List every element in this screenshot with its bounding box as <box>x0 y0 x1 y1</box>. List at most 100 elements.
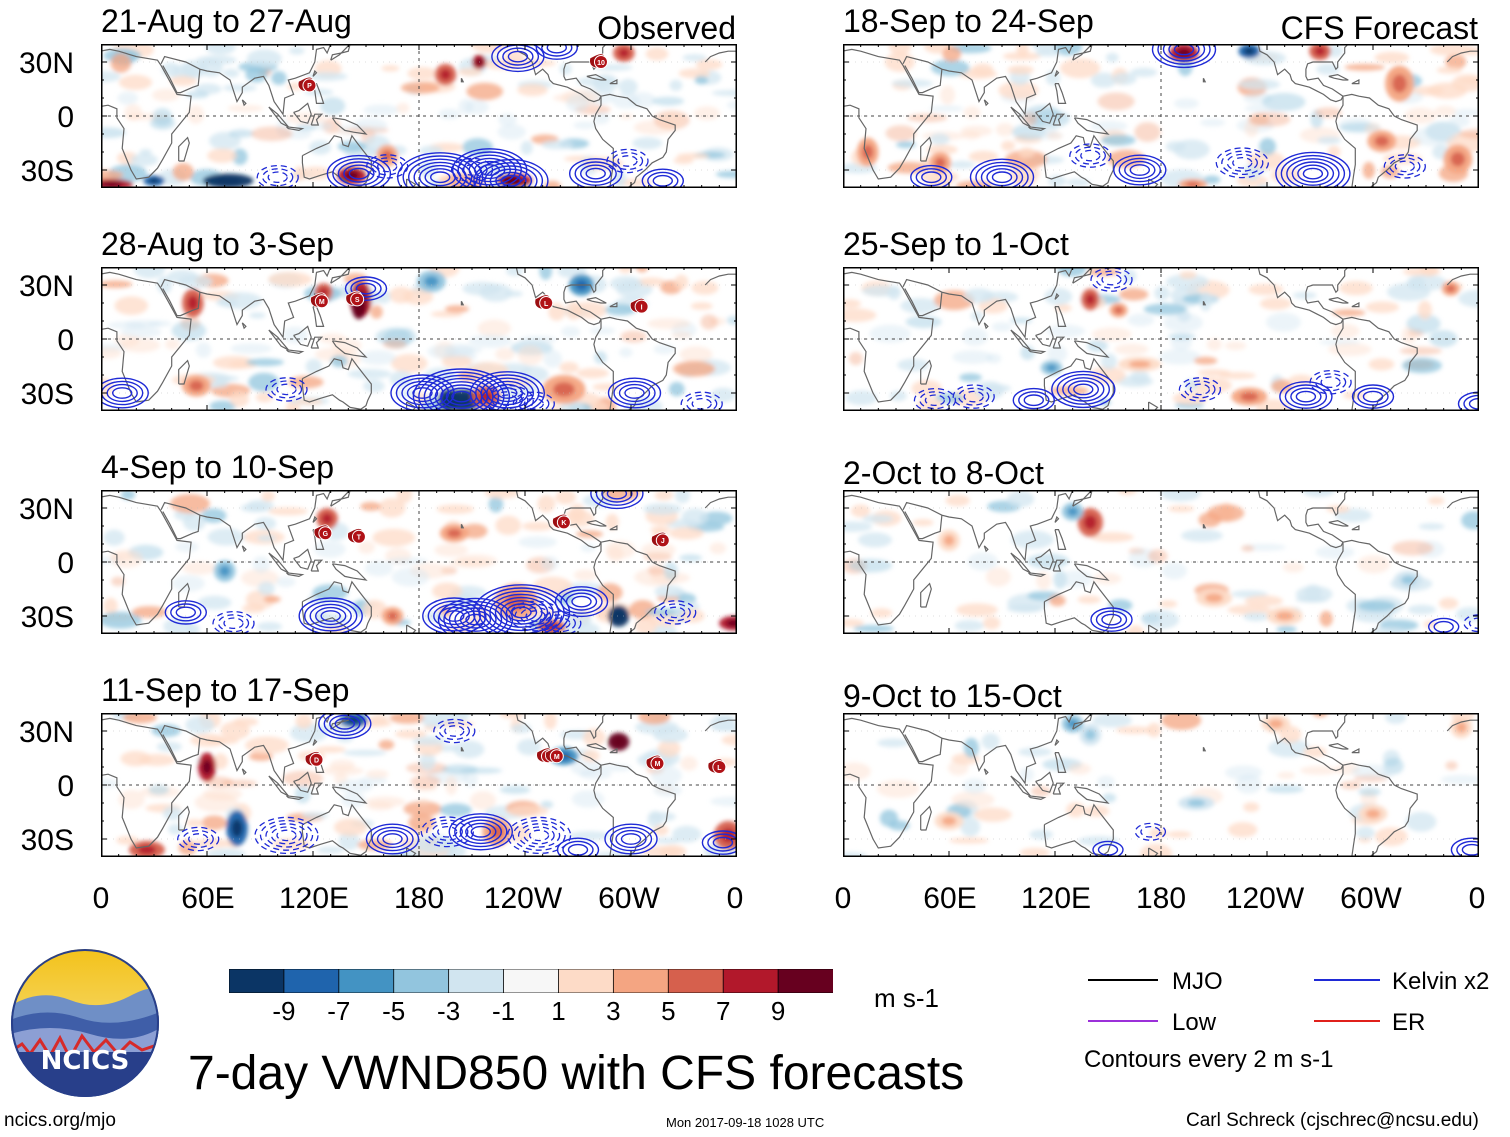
tropical-cyclone-marker-icon: L <box>534 294 554 310</box>
legend-label-low: Low <box>1172 1009 1217 1036</box>
lon-label-right-120e: 120E <box>1020 882 1092 915</box>
colorbar-tick-label: -5 <box>382 996 406 1026</box>
ncics-logo-icon <box>11 949 159 1097</box>
storm-label: S <box>355 297 360 304</box>
map-panel-cfs-4 <box>843 713 1479 857</box>
legend-line-low <box>1088 1020 1158 1022</box>
lon-label-left-180: 180 <box>393 882 445 915</box>
lon-label-right-180: 180 <box>1135 882 1187 915</box>
axis-ticks <box>843 267 1479 411</box>
storm-label: 10 <box>597 60 605 67</box>
kelvin-contours <box>256 44 684 188</box>
tropical-cyclone-marker-icon: J <box>651 531 670 548</box>
colorbar-tick-label: -1 <box>491 996 516 1026</box>
axis-ticks <box>843 713 1479 857</box>
colorbar-swatch <box>667 969 725 993</box>
colorbar-tick-label: -3 <box>437 996 461 1026</box>
axis-ticks <box>843 44 1479 188</box>
colorbar-tick-label: 9 <box>770 996 786 1026</box>
lon-label-right-60w: 60W <box>1340 882 1402 915</box>
storm-label: G <box>323 531 329 538</box>
panel-title-obs-2: 28-Aug to 3-Sep <box>101 226 335 262</box>
lat-label-row3-1: 0 <box>57 547 74 580</box>
colorbar-swatch <box>393 969 450 993</box>
lon-label-left-120e: 120E <box>278 882 350 915</box>
legend-label-er: ER <box>1392 1009 1426 1036</box>
storm-label: I <box>641 304 643 311</box>
storm-label: M <box>319 299 325 306</box>
kelvin-contours <box>164 490 697 634</box>
footer-author: Carl Schreck (cjschrec@ncsu.edu) <box>1186 1110 1479 1131</box>
storm-label: M <box>655 761 661 768</box>
legend-line-er <box>1314 1020 1380 1022</box>
lon-label-right-0: 0 <box>834 882 852 915</box>
lon-label-left-60e: 60E <box>181 882 235 915</box>
map-panel-cfs-1 <box>843 44 1479 188</box>
lat-label-row4-2: 30S <box>20 824 74 857</box>
map-panel-cfs-3 <box>843 490 1479 634</box>
panel-title-cfs-2: 25-Sep to 1-Oct <box>843 226 1069 262</box>
contour-note: Contours every 2 m s-1 <box>1084 1046 1334 1073</box>
main-title: 7-day VWND850 with CFS forecasts <box>188 1047 965 1100</box>
colorbar-tick-label: 3 <box>606 996 621 1026</box>
colorbar-tick-label: 1 <box>551 996 566 1026</box>
tropical-cyclone-marker-icon: S <box>345 290 365 307</box>
cfs-forecast-label: CFS Forecast <box>1280 10 1478 46</box>
logo-text: NCICS <box>40 1046 130 1076</box>
storm-label: T <box>357 535 362 542</box>
panel-title-cfs-4: 9-Oct to 15-Oct <box>843 678 1062 714</box>
coastlines <box>843 44 1479 188</box>
storm-label: J <box>661 538 665 545</box>
tropical-cyclone-marker-icon: M <box>645 754 665 771</box>
legend-label-kelvin: Kelvin x2 <box>1392 968 1490 995</box>
storm-label: M <box>554 754 560 761</box>
lat-label-row2-0: 30N <box>18 270 74 303</box>
lon-label-left-60w: 60W <box>598 882 660 915</box>
tropical-cyclone-marker-icon: G <box>313 524 333 541</box>
lon-label-right-120w: 120W <box>1225 882 1305 915</box>
tropical-cyclone-marker-icon: M <box>545 747 564 764</box>
coastlines <box>843 713 1479 857</box>
lon-label-left-120w: 120W <box>483 882 563 915</box>
footer-timestamp: Mon 2017-09-18 1028 UTC <box>666 1115 825 1130</box>
colorbar <box>229 969 833 993</box>
lat-label-row2-2: 30S <box>20 378 74 411</box>
lon-label-left-0-end: 0 <box>726 882 744 915</box>
coastlines <box>101 490 737 634</box>
footer-url[interactable]: ncics.org/mjo <box>4 1110 116 1131</box>
panel-title-obs-3: 4-Sep to 10-Sep <box>101 449 335 485</box>
anomaly-field <box>843 490 1479 634</box>
storm-label: P <box>307 83 312 90</box>
lat-label-row4-1: 0 <box>57 770 74 803</box>
storm-label: L <box>717 765 722 772</box>
lat-label-row3-2: 30S <box>20 601 74 634</box>
tropical-cyclone-marker-icon: I <box>629 297 649 314</box>
map-panel-obs-2: M S L I <box>101 267 737 411</box>
axis-ticks <box>101 713 737 857</box>
axis-ticks <box>101 490 737 634</box>
colorbar-tick-label: 5 <box>661 996 676 1026</box>
tropical-cyclone-marker-icon: D <box>304 751 324 767</box>
coastlines <box>843 490 1479 634</box>
colorbar-tick-label: -9 <box>272 996 296 1026</box>
tropical-cyclone-marker-icon: L <box>707 758 727 774</box>
kelvin-contours <box>910 44 1426 188</box>
storm-label: K <box>561 520 566 527</box>
map-panel-obs-1: P 10 <box>101 44 737 188</box>
kelvin-contours <box>913 267 1479 411</box>
axis-ticks <box>843 490 1479 634</box>
panel-title-cfs-1: 18-Sep to 24-Sep <box>843 3 1094 39</box>
legend-line-kelvin <box>1314 979 1380 981</box>
colorbar-swatch <box>338 969 395 993</box>
axis-ticks <box>101 44 737 188</box>
storm-label: L <box>544 301 549 308</box>
kelvin-contours <box>1090 607 1479 634</box>
colorbar-swatch <box>229 969 285 993</box>
legend-label-mjo: MJO <box>1172 968 1223 995</box>
colorbar-tick-label: -7 <box>327 996 351 1026</box>
lat-label-row3-0: 30N <box>18 493 74 526</box>
lat-label-row1-1: 0 <box>57 101 74 134</box>
tropical-cyclone-marker-icon: M <box>310 292 329 309</box>
tropical-cyclone-marker-icon: 10 <box>589 53 608 69</box>
lat-label-row1-0: 30N <box>18 47 74 80</box>
